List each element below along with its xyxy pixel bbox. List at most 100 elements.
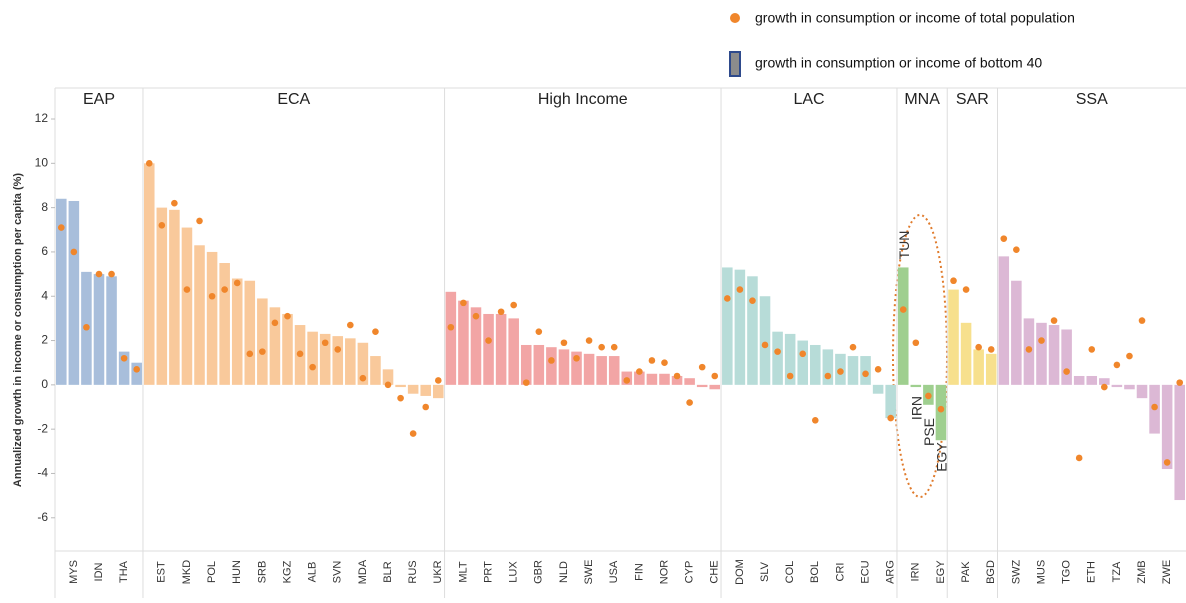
bar — [1099, 378, 1110, 385]
dot — [1138, 317, 1146, 324]
bar — [370, 356, 381, 385]
x-tick-label: THA — [118, 560, 130, 583]
dot — [372, 328, 379, 335]
bar — [571, 351, 582, 385]
group-header: LAC — [793, 91, 824, 108]
bar — [433, 384, 444, 399]
bar — [56, 198, 67, 385]
bar — [495, 313, 507, 385]
dot — [359, 374, 367, 382]
bar — [897, 267, 909, 385]
y-tick-label: 0 — [41, 377, 48, 391]
bar — [709, 384, 721, 390]
bar — [357, 342, 369, 385]
bar — [345, 338, 356, 385]
y-tick-label: 4 — [41, 288, 48, 302]
dot — [171, 199, 178, 207]
group-header: ECA — [277, 91, 310, 108]
dot — [686, 399, 693, 406]
bar — [810, 344, 821, 385]
bar — [445, 291, 457, 385]
bar — [1036, 322, 1047, 385]
y-axis-label: Annualized growth in income or consumpti… — [12, 173, 24, 487]
dot — [987, 346, 995, 353]
annotation: PSE — [921, 418, 937, 446]
dot — [1088, 346, 1096, 353]
dot — [208, 292, 216, 300]
x-tick-label: MKD — [181, 560, 193, 585]
dot — [837, 368, 844, 375]
legend-marker — [730, 13, 740, 23]
y-tick-label: 8 — [41, 200, 48, 214]
dot — [1151, 403, 1158, 411]
dot — [384, 381, 392, 389]
bar — [508, 318, 519, 385]
bar — [1174, 384, 1185, 501]
dot — [1000, 235, 1008, 242]
bar — [960, 322, 972, 385]
x-tick-label: USA — [608, 560, 620, 583]
dot — [661, 359, 668, 366]
dot — [271, 319, 279, 327]
x-tick-label: CHE — [709, 560, 721, 583]
annotation: TUN — [896, 231, 912, 260]
x-tick-label: MDA — [357, 559, 369, 584]
dot — [1038, 337, 1045, 344]
bar — [772, 331, 783, 385]
bar — [1048, 325, 1060, 385]
bar — [143, 163, 155, 385]
dot — [749, 297, 756, 304]
dot — [648, 357, 656, 364]
y-tick-label: 12 — [35, 111, 49, 125]
bar — [784, 333, 796, 385]
bar — [332, 336, 344, 385]
dot — [183, 286, 191, 293]
dot — [1176, 379, 1184, 386]
bar — [822, 349, 834, 385]
x-tick-label: RUS — [407, 560, 419, 583]
bar — [722, 267, 733, 385]
dot — [874, 366, 882, 373]
bar — [269, 307, 281, 385]
bar — [747, 276, 758, 385]
bar — [194, 245, 205, 385]
bar — [181, 227, 193, 385]
bar — [206, 251, 218, 385]
y-tick-label: 6 — [41, 244, 48, 258]
bar — [885, 384, 896, 419]
bar — [910, 384, 922, 388]
dot — [1075, 454, 1083, 462]
x-tick-label: LUX — [508, 561, 520, 583]
x-tick-label: MLT — [457, 561, 469, 582]
x-tick-label: MUS — [1035, 560, 1047, 584]
x-tick-label: BLR — [382, 561, 394, 582]
annotation: EGY — [934, 442, 950, 472]
dot — [1025, 346, 1033, 353]
bar — [395, 384, 406, 388]
bar — [483, 313, 494, 385]
bar — [420, 384, 431, 396]
bar — [131, 362, 142, 385]
dot — [485, 337, 492, 344]
x-tick-label: DOM — [734, 559, 746, 585]
dot — [196, 217, 203, 225]
dot — [120, 354, 128, 362]
bar — [244, 280, 256, 385]
dot — [535, 328, 543, 335]
x-tick-label: CYP — [684, 561, 696, 584]
dot — [434, 377, 442, 384]
dot — [472, 312, 480, 320]
group-header: SAR — [956, 91, 989, 108]
dot — [347, 321, 354, 329]
dot — [548, 357, 555, 364]
x-tick-label: NOR — [658, 560, 670, 585]
dot — [786, 372, 794, 380]
x-tick-label: PAK — [960, 561, 972, 583]
bar — [231, 278, 243, 385]
bar — [282, 313, 293, 385]
bar — [319, 333, 331, 385]
dot — [133, 366, 140, 373]
dot — [962, 286, 970, 293]
dot — [975, 343, 982, 351]
